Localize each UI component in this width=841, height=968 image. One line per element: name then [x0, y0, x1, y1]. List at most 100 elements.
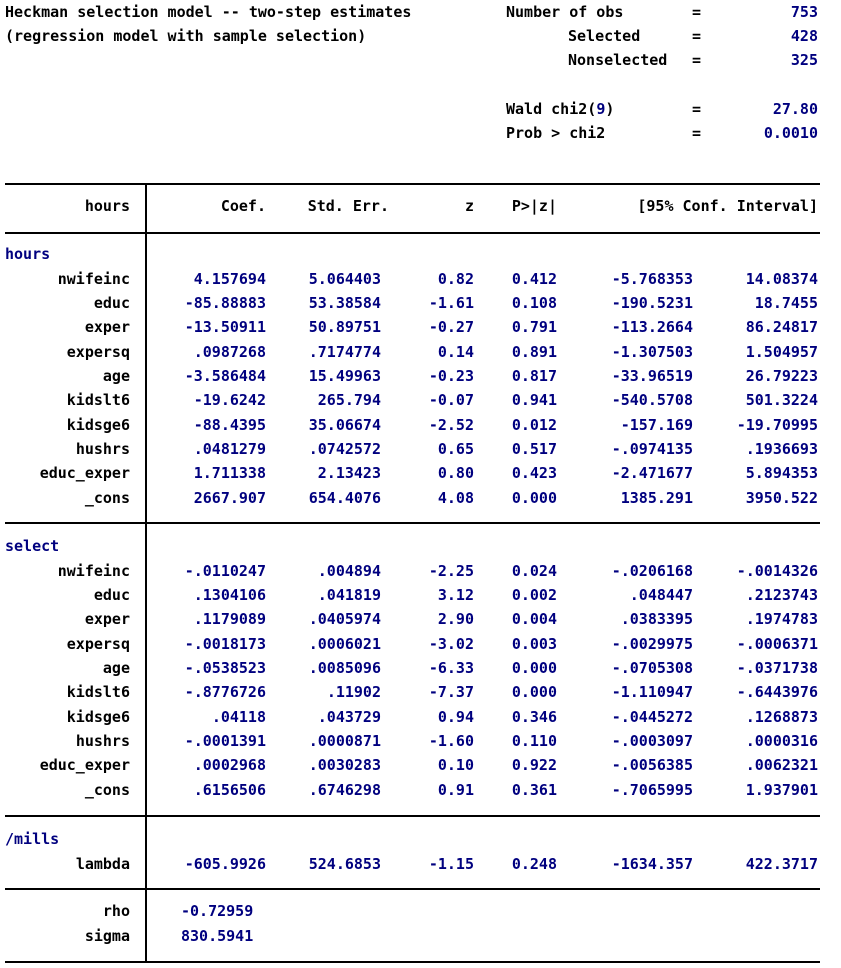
table-row: exper -13.50911 50.89751 -0.27 0.791 -113.266…: [0, 318, 841, 342]
stat-label: Number of obs: [506, 3, 624, 21]
ci-lower-value: -.0705308: [611, 658, 693, 677]
table-row: _cons .6156506 .6746298 0.91 0.361 -.7065995 1…: [0, 781, 841, 805]
coef-value: .1179089: [193, 610, 266, 629]
coef-value: -85.88883: [184, 293, 266, 312]
pvalue-value: 0.817: [511, 366, 557, 385]
coef-value: -.0018173: [184, 634, 266, 653]
column-header-coef: Coef.: [220, 197, 266, 215]
variable-name: nwifeinc: [57, 561, 130, 580]
ci-lower-value: -33.96519: [611, 366, 693, 385]
section-rule: [5, 815, 820, 817]
ci-lower-value: -.0974135: [611, 440, 693, 458]
z-value: 0.65: [437, 440, 474, 458]
pvalue-value: 0.517: [511, 440, 557, 458]
z-value: 0.14: [437, 342, 474, 361]
stderr-value: .11902: [326, 683, 381, 702]
pvalue-value: 0.024: [511, 561, 557, 580]
stat-label: Wald chi2(9): [506, 100, 614, 118]
table-row: hushrs .0481279 .0742572 0.65 0.517 -.0974135…: [0, 440, 841, 464]
section-title: hours: [5, 245, 51, 263]
table-row: kidsge6 .04118 .043729 0.94 0.346 -.0445272 .1…: [0, 708, 841, 732]
ci-lower-value: -1634.357: [611, 854, 693, 873]
pvalue-value: 0.791: [511, 318, 557, 337]
table-row: expersq -.0018173 .0006021 -3.02 0.003 -.0029…: [0, 635, 841, 659]
pvalue-value: 0.423: [511, 464, 557, 483]
ci-lower-value: 1385.291: [620, 488, 693, 507]
table-row: nwifeinc 4.157694 5.064403 0.82 0.412 -5.7683…: [0, 270, 841, 294]
ci-upper-value: 3950.522: [745, 488, 818, 507]
coef-value: -.0538523: [184, 658, 266, 677]
table-row: kidslt6 -19.6242 265.794 -0.07 0.941 -540.570…: [0, 391, 841, 415]
ci-lower-value: -190.5231: [611, 293, 693, 312]
coef-value: 4.157694: [193, 269, 266, 288]
stderr-value: .0085096: [308, 658, 381, 677]
table-row: kidslt6 -.8776726 .11902 -7.37 0.000 -1.11094…: [0, 683, 841, 707]
stat-label: Nonselected: [568, 51, 668, 69]
variable-name: lambda: [75, 854, 130, 873]
ci-upper-value: -19.70995: [736, 415, 818, 434]
coef-value: .1304106: [193, 585, 266, 604]
z-value: 0.91: [437, 780, 474, 799]
z-value: -0.27: [428, 318, 474, 337]
header-rule: [5, 232, 820, 234]
ci-upper-value: -.6443976: [736, 683, 818, 702]
stderr-value: 35.06674: [308, 415, 381, 434]
stderr-value: 265.794: [317, 391, 381, 410]
stat-label-suffix: ): [605, 100, 615, 118]
table-row: educ_exper .0002968 .0030283 0.10 0.922 -.005…: [0, 756, 841, 780]
variable-name: age: [102, 658, 130, 677]
variable-name: age: [102, 366, 130, 385]
z-value: 0.94: [437, 707, 474, 726]
table-row: age -3.586484 15.49963 -0.23 0.817 -33.96519 2…: [0, 367, 841, 391]
ci-lower-value: -1.110947: [611, 683, 693, 702]
z-value: -0.07: [428, 391, 474, 410]
stderr-value: .041819: [317, 585, 381, 604]
coef-value: -.0001391: [184, 732, 266, 750]
coef-value: .04118: [211, 707, 266, 726]
ci-lower-value: -.7065995: [611, 780, 693, 799]
z-value: 0.80: [437, 464, 474, 483]
stderr-value: 524.6853: [308, 854, 381, 873]
column-header-pvalue: P>|z|: [511, 197, 557, 215]
z-value: -1.61: [428, 293, 474, 312]
pvalue-value: 0.361: [511, 780, 557, 799]
table-top-rule: [5, 183, 820, 185]
table-header-row: hours Coef. Std. Err. z P>|z| [95% Conf.…: [0, 197, 841, 221]
z-value: 4.08: [437, 488, 474, 507]
pvalue-value: 0.412: [511, 269, 557, 288]
z-value: -2.25: [428, 561, 474, 580]
table-row: educ_exper 1.711338 2.13423 0.80 0.423 -2.471…: [0, 464, 841, 488]
table-row: educ -85.88883 53.38584 -1.61 0.108 -190.5231…: [0, 294, 841, 318]
stderr-value: .6746298: [308, 780, 381, 799]
footer-row: sigma 830.5941: [0, 927, 841, 951]
coef-value: .0002968: [193, 756, 266, 775]
output-title-line1: Heckman selection model -- two-step esti…: [5, 3, 412, 21]
pvalue-value: 0.891: [511, 342, 557, 361]
variable-name: expersq: [66, 634, 130, 653]
z-value: -0.23: [428, 366, 474, 385]
ci-lower-value: .048447: [629, 585, 693, 604]
ci-upper-value: -.0371738: [736, 658, 818, 677]
ci-upper-value: 1.937901: [745, 780, 818, 799]
ci-upper-value: .2123743: [745, 585, 818, 604]
table-row: nwifeinc -.0110247 .004894 -2.25 0.024 -.0206…: [0, 562, 841, 586]
pvalue-value: 0.000: [511, 683, 557, 702]
section-title: /mills: [5, 830, 60, 848]
variable-name: kidsge6: [66, 707, 130, 726]
pvalue-value: 0.012: [511, 415, 557, 434]
z-value: 2.90: [437, 610, 474, 629]
z-value: -7.37: [428, 683, 474, 702]
ci-upper-value: -.0006371: [736, 634, 818, 653]
stderr-value: 5.064403: [308, 269, 381, 288]
stderr-value: 50.89751: [308, 318, 381, 337]
coef-value: -19.6242: [193, 391, 266, 410]
stderr-value: .004894: [317, 561, 381, 580]
z-value: 0.82: [437, 269, 474, 288]
variable-name: educ: [93, 293, 130, 312]
variable-name: hushrs: [75, 440, 130, 458]
footer-row: rho -0.72959: [0, 902, 841, 926]
column-header-ci: [95% Conf. Interval]: [637, 197, 818, 215]
stderr-value: 654.4076: [308, 488, 381, 507]
stat-value: 0.0010: [763, 124, 818, 142]
table-row: exper .1179089 .0405974 2.90 0.004 .0383395 .1…: [0, 610, 841, 634]
